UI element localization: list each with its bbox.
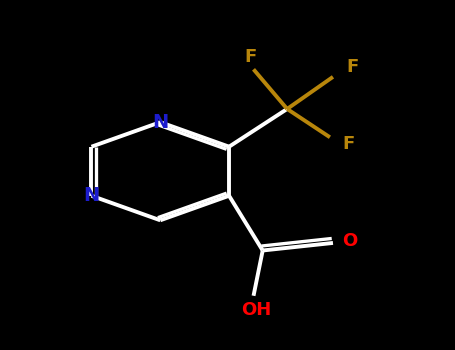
Text: F: F — [244, 48, 257, 66]
Text: OH: OH — [242, 301, 272, 319]
Text: N: N — [83, 186, 100, 205]
Text: F: F — [346, 58, 359, 76]
Text: O: O — [343, 232, 358, 250]
Text: F: F — [342, 135, 354, 153]
Text: N: N — [152, 113, 168, 132]
